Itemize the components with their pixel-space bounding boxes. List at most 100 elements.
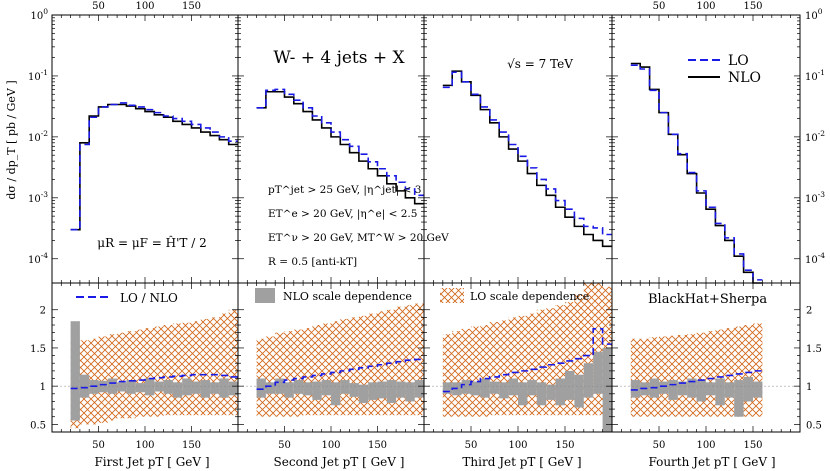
nlo-histogram bbox=[630, 62, 763, 284]
nlo-scale-band-bin bbox=[743, 376, 753, 402]
nlo-scale-band-bin bbox=[154, 381, 164, 392]
lo-scale-band-bin bbox=[154, 326, 164, 417]
lo-scale-band-bin bbox=[499, 320, 509, 416]
bottom-axis-tick-label: 50 bbox=[465, 440, 478, 451]
nlo-scale-band-bin bbox=[303, 382, 313, 396]
lo-scale-band-bin bbox=[489, 321, 500, 416]
nlo-scale-band-bin bbox=[200, 380, 211, 398]
lo-scale-band-bin bbox=[687, 334, 697, 417]
lo-scale-band-bin bbox=[275, 332, 285, 417]
nlo-scale-band-bin bbox=[583, 363, 594, 398]
lo-scale-band-bin bbox=[349, 317, 359, 416]
lo-scale-band-bin bbox=[442, 334, 453, 417]
legend: LO NLO bbox=[688, 53, 761, 86]
nlo-scale-band-bin bbox=[358, 384, 369, 403]
nlo-scale-band-bin bbox=[284, 382, 294, 398]
log-tick-label: 10-2 bbox=[805, 129, 825, 144]
ratio-tick-label: 1.5 bbox=[30, 344, 46, 355]
nlo-scale-band-bin bbox=[210, 382, 220, 394]
lo-scale-band-bin bbox=[518, 315, 528, 416]
lo-scale-band-bin bbox=[340, 318, 350, 416]
lo-scale-band-bin bbox=[210, 317, 220, 416]
log-tick-label: 10-2 bbox=[28, 129, 48, 144]
nlo-scale-band-bin bbox=[340, 380, 350, 394]
lo-scale-band-bin bbox=[659, 336, 669, 417]
lo-scale-band-bin bbox=[312, 325, 322, 416]
energy-annotation: √s = 7 TeV bbox=[507, 57, 573, 71]
ratio-tick-label: 2 bbox=[40, 306, 46, 317]
log-tick-label: 100 bbox=[805, 7, 823, 22]
nlo-scale-band-bin bbox=[377, 381, 387, 399]
top-axis-tick-label: 50 bbox=[92, 1, 105, 12]
lo-scale-band-bin bbox=[724, 328, 735, 417]
lo-scale-band-bin bbox=[471, 326, 481, 417]
lo-nlo-ratio-line bbox=[70, 373, 238, 390]
log-tick-label: 10-3 bbox=[28, 190, 48, 205]
lo-scale-band-bin bbox=[734, 326, 744, 417]
lo-scale-band-bin bbox=[117, 332, 127, 419]
nlo-scale-band-bin bbox=[228, 381, 238, 396]
bottom-axis-tick-label: 100 bbox=[135, 440, 154, 451]
bottom-axis-tick-label: 150 bbox=[182, 440, 201, 451]
nlo-scale-band-bin bbox=[602, 347, 612, 432]
nlo-scale-band-bin bbox=[668, 380, 678, 400]
nlo-scale-band-bin bbox=[489, 381, 500, 394]
xlabel-first-jet: First Jet pT [ GeV ] bbox=[94, 455, 209, 469]
nlo-scale-band-bin bbox=[163, 380, 173, 394]
lo-scale-band-bin bbox=[668, 335, 678, 417]
nlo-scale-band-bin bbox=[630, 380, 641, 398]
nlo-scale-band-bin bbox=[724, 382, 735, 398]
nlo-scale-band-bin bbox=[565, 370, 575, 400]
nlo-scale-band-bin bbox=[145, 378, 155, 396]
ratio-tick-label: 1.5 bbox=[806, 344, 822, 355]
nlo-scale-band-bin bbox=[182, 378, 192, 396]
lo-scale-band-bin bbox=[593, 283, 603, 416]
lo-scale-band-bin bbox=[640, 338, 650, 417]
lo-scale-band-bin bbox=[163, 325, 173, 416]
nlo-scale-band-bin bbox=[172, 382, 183, 398]
ratio-tick-label: 1 bbox=[806, 382, 812, 393]
lo-scale-band-bin bbox=[630, 338, 641, 417]
nlo-scale-band-bin bbox=[293, 380, 304, 394]
lo-scale-band-bin bbox=[172, 323, 183, 416]
lo-scale-band-bin bbox=[565, 302, 575, 416]
bottom-axis-tick-label: 150 bbox=[743, 440, 762, 451]
nlo-scale-band-bin bbox=[405, 382, 415, 402]
top-axis-tick-label: 150 bbox=[182, 1, 201, 12]
lo-scale-band-bin bbox=[358, 315, 369, 416]
nlo-scale-band-bin bbox=[480, 378, 490, 398]
chart-title: W- + 4 jets + X bbox=[273, 48, 405, 68]
nlo-scale-band-bin bbox=[70, 321, 80, 421]
log-tick-label: 10-1 bbox=[28, 68, 48, 83]
top-axis-tick-label: 100 bbox=[135, 1, 154, 12]
nlo-scale-band-bin bbox=[98, 380, 108, 393]
ratio-legend-lo-swatch bbox=[440, 288, 464, 303]
lo-scale-band-bin bbox=[182, 322, 192, 416]
top-panel-frame bbox=[611, 14, 801, 284]
xlabel-second-jet: Second Jet pT [ GeV ] bbox=[274, 455, 405, 469]
bottom-axis-tick-label: 150 bbox=[555, 440, 574, 451]
lo-scale-band-bin bbox=[303, 328, 313, 416]
lo-scale-band-bin bbox=[555, 305, 565, 416]
lo-scale-band-bin bbox=[145, 328, 155, 417]
bottom-axis-tick-label: 100 bbox=[508, 440, 527, 451]
y-axis-label: dσ / dp_T [ pb / GeV ] bbox=[5, 80, 18, 199]
bottom-axis-tick-label: 100 bbox=[321, 440, 340, 451]
lo-scale-band-bin bbox=[368, 313, 378, 416]
lo-scale-band-bin bbox=[265, 336, 276, 417]
lo-scale-band-bin bbox=[508, 317, 518, 416]
lo-histogram bbox=[70, 102, 238, 231]
nlo-scale-band-bin bbox=[659, 381, 669, 394]
log-tick-label: 10-4 bbox=[805, 251, 825, 266]
cut-jets: pT^jet > 25 GeV, |η^jet| < 3 bbox=[268, 184, 421, 197]
lo-scale-band-bin bbox=[527, 313, 537, 416]
nlo-scale-band-bin bbox=[546, 384, 556, 400]
ratio-tick-label: 0.5 bbox=[30, 420, 46, 431]
nlo-scale-band-bin bbox=[117, 382, 127, 392]
nlo-scale-band-bin bbox=[126, 380, 136, 394]
nlo-scale-band-bin bbox=[574, 374, 584, 408]
nlo-scale-band-bin bbox=[219, 378, 229, 398]
nlo-scale-band-bin bbox=[706, 382, 716, 396]
lo-scale-band-bin bbox=[321, 323, 331, 416]
